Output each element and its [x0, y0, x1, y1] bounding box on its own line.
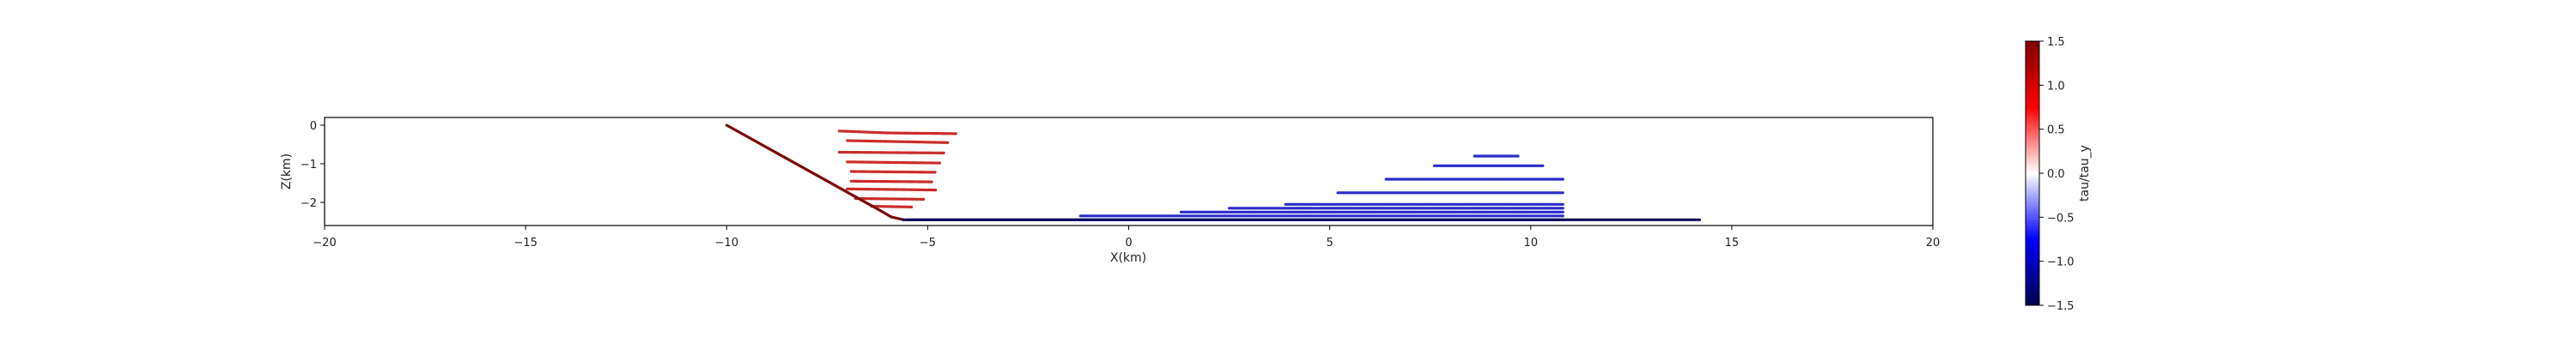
colorbar-tick-label: −1.5: [2047, 300, 2075, 313]
y-tick-label: −2: [301, 197, 317, 210]
y-axis-label: Z(km): [280, 153, 294, 190]
x-ticks: −20 −15 −10 −5 0 5 10 15 20: [313, 226, 1940, 250]
colorbar: [2025, 40, 2040, 306]
series-line-8: [854, 196, 926, 201]
colorbar-tick-label: 0.0: [2047, 168, 2065, 181]
series-line-2: [846, 139, 950, 144]
x-tick-label: 0: [1125, 237, 1132, 250]
colorbar-tick-label: 1.5: [2047, 36, 2065, 49]
colorbar-tick-label: −1.0: [2047, 256, 2075, 269]
x-axis-label: X(km): [1110, 251, 1146, 265]
colorbar-tick-label: 1.0: [2047, 80, 2065, 93]
data-marks: [725, 123, 1701, 221]
colorbar-tick-label: 0.5: [2047, 124, 2065, 137]
x-tick-label: −10: [715, 237, 738, 250]
series-line-9: [870, 204, 914, 208]
series-line-4: [846, 160, 941, 165]
x-tick-label: −15: [513, 237, 537, 250]
colorbar-tick-label: −0.5: [2047, 212, 2075, 225]
series-line-6: [849, 179, 933, 184]
fault-line: [725, 123, 905, 221]
series-line-7: [846, 187, 938, 192]
colorbar-label: tau/tau_y: [2078, 145, 2092, 202]
x-tick-label: 10: [1523, 237, 1538, 250]
x-tick-label: −5: [920, 237, 936, 250]
y-ticks: 0 −1 −2: [301, 120, 325, 210]
x-tick-label: −20: [313, 237, 336, 250]
series-line-1: [837, 129, 957, 135]
y-tick-label: 0: [310, 120, 317, 133]
plot-area: [324, 117, 1934, 226]
y-tick-label: −1: [301, 159, 317, 172]
x-tick-label: 15: [1725, 237, 1740, 250]
colorbar-ticks: 1.5 1.0 0.5 0.0 −0.5 −1.0 −1.5: [2039, 36, 2075, 313]
x-tick-label: 5: [1326, 237, 1333, 250]
x-tick-label: 20: [1926, 237, 1941, 250]
